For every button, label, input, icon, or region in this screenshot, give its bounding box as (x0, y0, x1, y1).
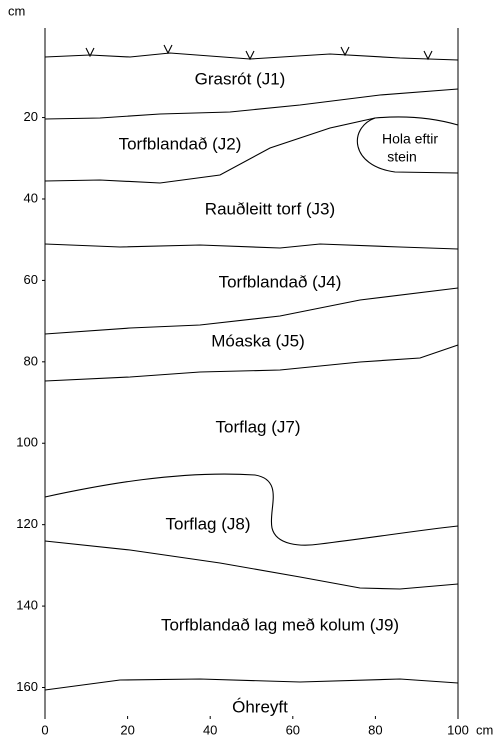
layer-label: Móaska (J5) (211, 331, 305, 350)
layer-label: Torfblandað (J4) (219, 272, 342, 291)
y-tick-label: 140 (16, 598, 38, 613)
y-tick-label: 20 (24, 109, 38, 124)
y-unit: cm (8, 3, 25, 18)
layer-label: Torflag (J8) (165, 514, 250, 533)
x-tick-label: 80 (368, 722, 382, 737)
grass-marks (85, 44, 433, 61)
boundary (44, 344, 459, 382)
layer-label: Torflag (J7) (215, 417, 300, 436)
x-tick-label: 40 (203, 722, 217, 737)
hole-label: stein (387, 149, 417, 165)
y-tick-label: 60 (24, 272, 38, 287)
x-unit: cm (476, 722, 493, 737)
layer-label: Óhreyft (232, 697, 288, 716)
hole-label: Hola eftir (382, 131, 438, 147)
layer-label: Grasrót (J1) (195, 69, 286, 88)
boundary (44, 243, 459, 250)
boundary (44, 540, 459, 590)
layer-label: Rauðleitt torf (J3) (205, 199, 335, 218)
boundaries (44, 44, 459, 691)
y-tick-label: 160 (16, 679, 38, 694)
x-tick-label: 100 (447, 722, 469, 737)
boundary (44, 473, 459, 546)
x-tick-label: 20 (120, 722, 134, 737)
boundary (44, 287, 459, 335)
layer-label: Torfblandað lag með kolum (J9) (161, 615, 399, 634)
hole-outline (356, 116, 459, 174)
y-tick-label: 80 (24, 353, 38, 368)
x-tick-label: 0 (41, 722, 48, 737)
frame (44, 28, 459, 716)
y-tick-label: 40 (24, 190, 38, 205)
surface (44, 52, 459, 61)
boundary (44, 117, 376, 184)
y-tick-label: 100 (16, 435, 38, 450)
boundary (44, 88, 459, 120)
x-tick-label: 60 (286, 722, 300, 737)
layer-label: Torfblandað (J2) (119, 134, 242, 153)
boundary (44, 678, 459, 691)
y-tick-label: 120 (16, 516, 38, 531)
